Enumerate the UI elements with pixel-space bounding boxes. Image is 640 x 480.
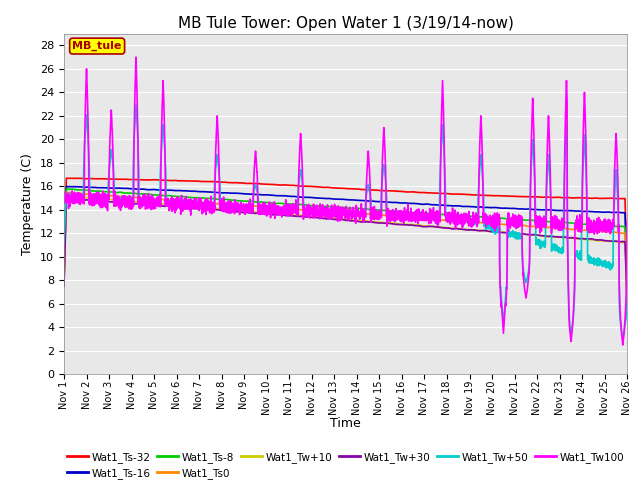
Text: MB_tule: MB_tule <box>72 41 122 51</box>
Title: MB Tule Tower: Open Water 1 (3/19/14-now): MB Tule Tower: Open Water 1 (3/19/14-now… <box>178 16 513 31</box>
Legend: Wat1_Ts-32, Wat1_Ts-16, Wat1_Ts-8, Wat1_Ts0, Wat1_Tw+10, Wat1_Tw+30, Wat1_Tw+50,: Wat1_Ts-32, Wat1_Ts-16, Wat1_Ts-8, Wat1_… <box>63 448 628 480</box>
X-axis label: Time: Time <box>330 417 361 430</box>
Y-axis label: Temperature (C): Temperature (C) <box>22 153 35 255</box>
